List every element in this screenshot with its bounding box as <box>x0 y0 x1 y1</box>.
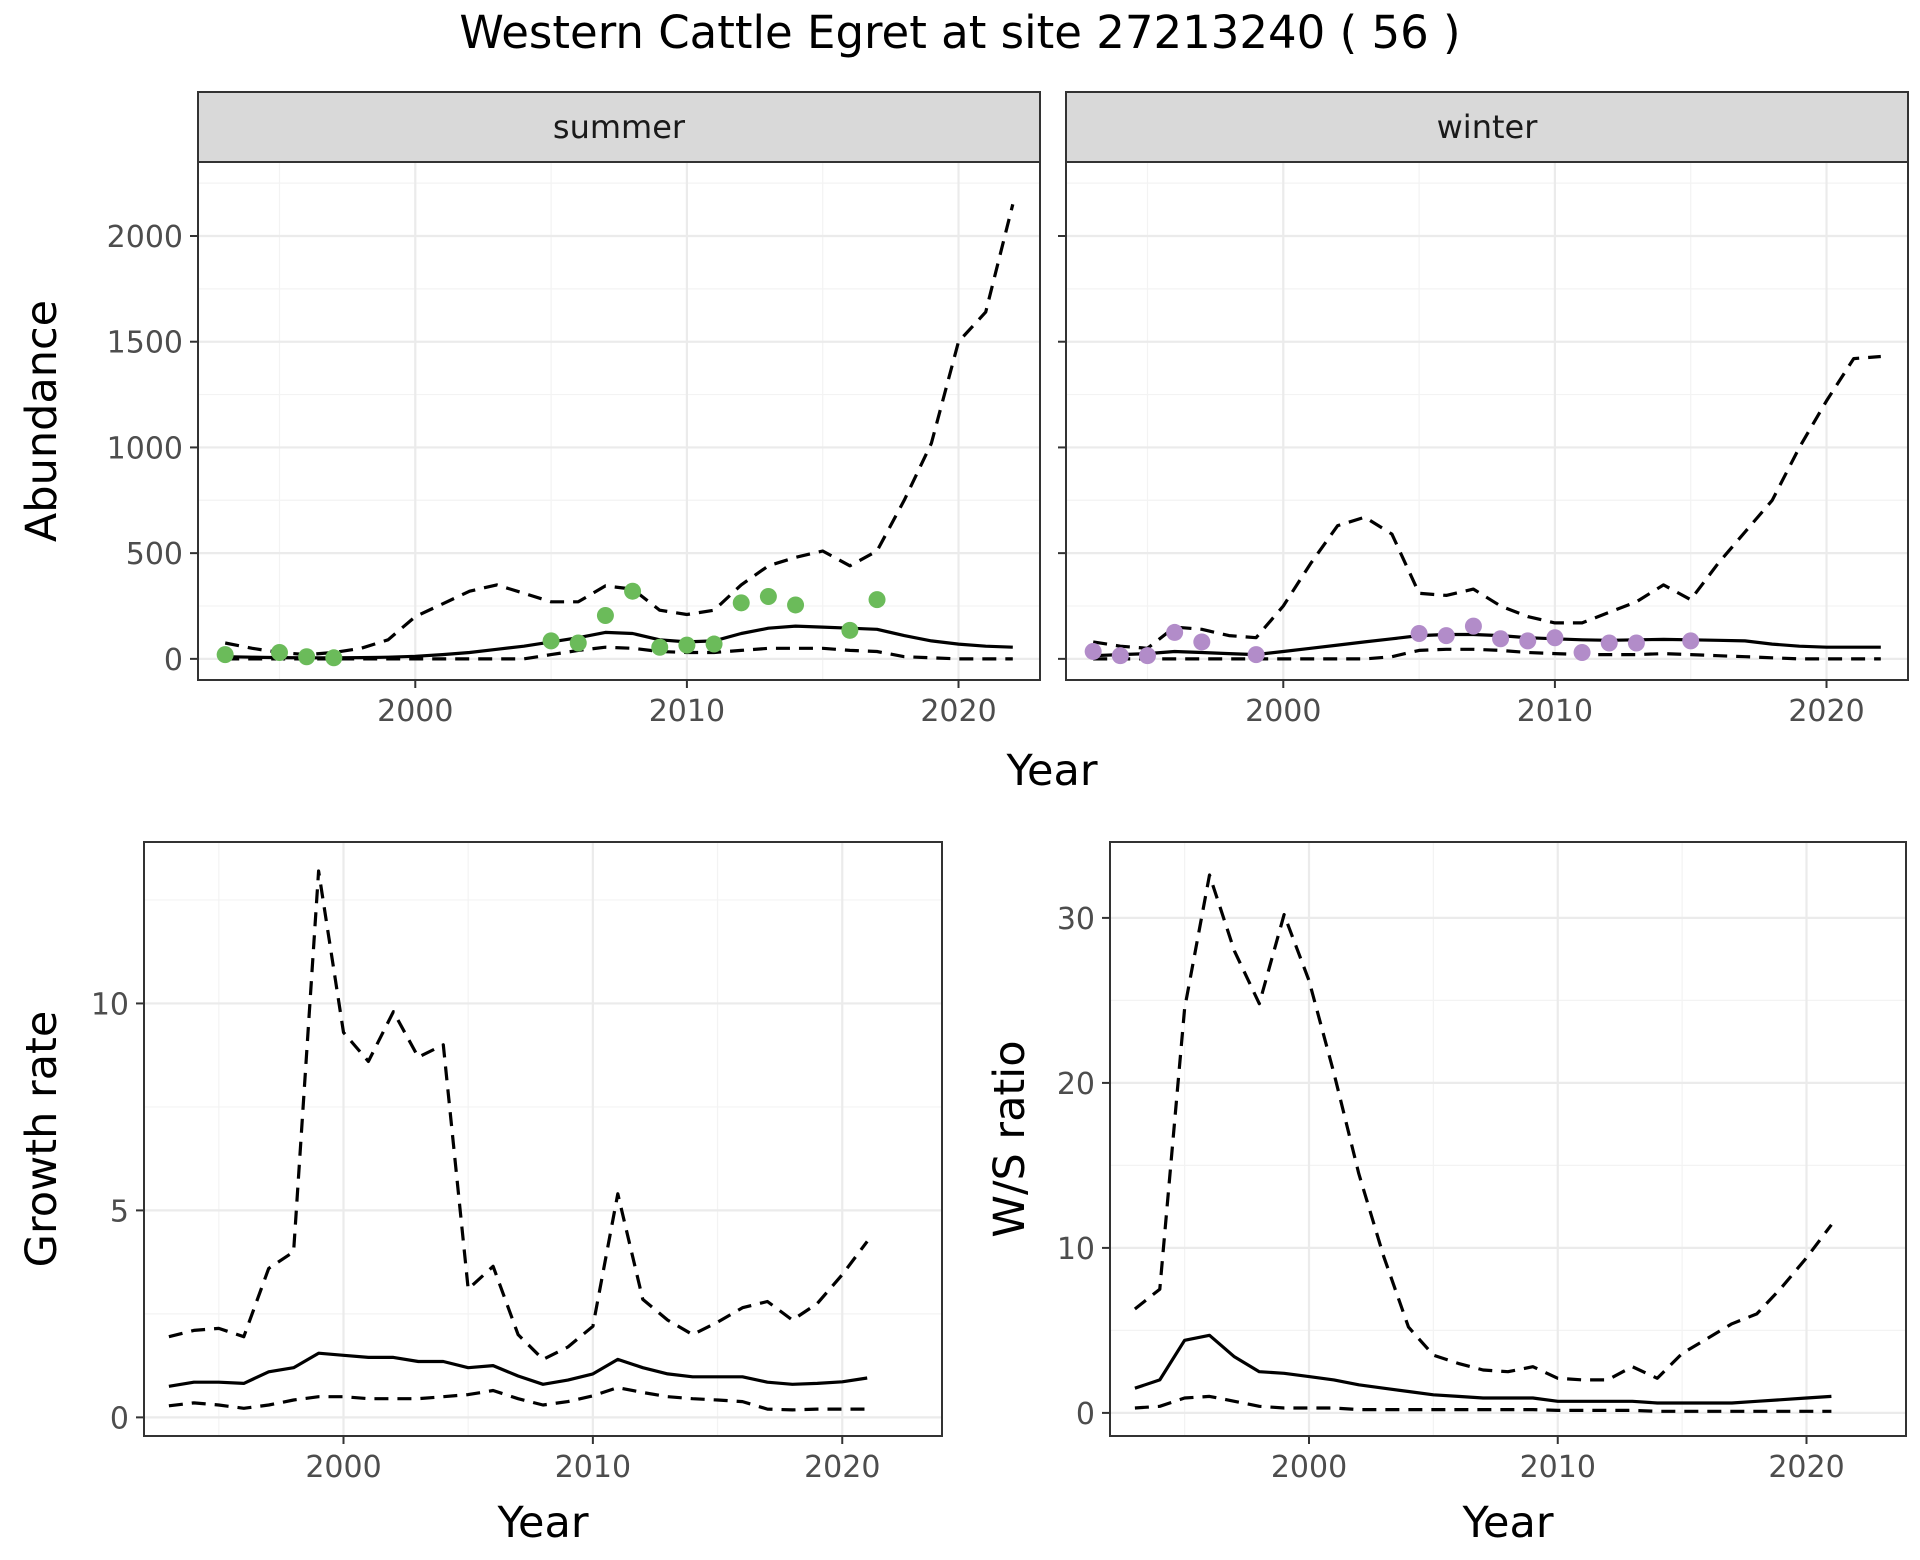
y-tick-label: 20 <box>1057 1067 1095 1102</box>
data-point <box>732 594 750 612</box>
panel-ratio: 2000 2010 2020 0 10 20 30 Year W/S ratio <box>985 841 1907 1548</box>
data-point <box>1627 634 1645 652</box>
data-point <box>1410 624 1428 642</box>
x-axis-title-abundance: Year <box>1005 746 1097 796</box>
data-point <box>841 621 859 639</box>
x-tick-label: 2010 <box>555 1450 631 1485</box>
facet-strip <box>197 91 1041 163</box>
data-point <box>705 635 723 653</box>
x-tick-label: 2010 <box>1517 694 1593 729</box>
facet-strip <box>1065 91 1909 163</box>
y-tick-label: 0 <box>164 643 183 678</box>
facet-strip-label: winter <box>1437 108 1539 146</box>
x-axis-title: Year <box>1461 1498 1553 1548</box>
y-tick-label: 0 <box>110 1401 129 1436</box>
y-tick-label: 2000 <box>107 220 183 255</box>
y-axis-title: W/S ratio <box>985 1040 1035 1237</box>
x-axis-title: Year <box>496 1498 588 1548</box>
data-point <box>868 591 886 609</box>
data-point <box>569 634 587 652</box>
data-point <box>1247 646 1265 664</box>
panel-border <box>197 161 1041 681</box>
data-point <box>596 607 614 625</box>
y-axis-title-abundance: Abundance <box>17 300 67 542</box>
data-point <box>542 632 560 650</box>
y-tick-label: 500 <box>126 537 183 572</box>
y-tick-label: 10 <box>91 987 129 1022</box>
data-point <box>1138 647 1156 665</box>
series-line-estimate <box>168 1351 868 1388</box>
series-line-lower-bound <box>1134 1394 1832 1413</box>
panel-summer: summer 2000 2010 2020 0 500 1000 1500 2000 <box>107 91 1041 729</box>
data-point <box>1682 632 1700 650</box>
data-point <box>1111 647 1129 665</box>
series-line-estimate <box>1093 632 1881 658</box>
series-line-lower-bound <box>225 645 1013 661</box>
panel-border <box>1109 841 1907 1437</box>
series-line-lower-bound <box>1093 647 1881 661</box>
y-tick-label: 10 <box>1057 1232 1095 1267</box>
x-tick-label: 2020 <box>804 1450 880 1485</box>
y-tick-label: 1500 <box>107 326 183 361</box>
data-point <box>1464 617 1482 635</box>
data-point <box>759 587 777 605</box>
x-tick-label: 2000 <box>377 694 453 729</box>
data-point <box>678 636 696 654</box>
x-tick-label: 2020 <box>1768 1450 1844 1485</box>
data-point <box>1573 644 1591 662</box>
data-point <box>1084 642 1102 660</box>
y-tick-label: 30 <box>1057 902 1095 937</box>
facet-strip-label: summer <box>553 108 686 146</box>
data-point <box>270 644 288 662</box>
series-line-upper-bound <box>168 869 869 1361</box>
x-tick-label: 2010 <box>649 694 725 729</box>
series-line-upper-bound <box>1092 354 1881 650</box>
y-tick-label: 0 <box>1076 1397 1095 1432</box>
data-point <box>1437 627 1455 645</box>
data-point <box>1546 629 1564 647</box>
panel-border <box>143 841 943 1437</box>
data-point <box>1193 633 1211 651</box>
data-point <box>651 638 669 656</box>
data-point <box>1600 634 1618 652</box>
series-line-estimate <box>225 624 1013 660</box>
panel-border <box>1065 161 1909 681</box>
panel-growth: 2000 2010 2020 0 5 10 Year Growth rate <box>17 841 943 1548</box>
y-tick-label: 1000 <box>107 431 183 466</box>
series-line-lower-bound <box>168 1386 868 1412</box>
figure-title: Western Cattle Egret at site 27213240 ( … <box>459 6 1460 59</box>
data-point <box>624 582 642 600</box>
panel-winter: winter 2000 2010 2020 <box>1058 91 1909 729</box>
x-tick-label: 2020 <box>1788 694 1864 729</box>
data-point <box>787 596 805 614</box>
series-line-upper-bound <box>224 203 1015 657</box>
x-tick-label: 2000 <box>1271 1450 1347 1485</box>
data-point <box>325 649 343 667</box>
series-line-estimate <box>1134 1333 1832 1405</box>
series-line-upper-bound <box>1133 873 1833 1382</box>
x-tick-label: 2020 <box>920 694 996 729</box>
x-tick-label: 2010 <box>1520 1450 1596 1485</box>
x-tick-label: 2000 <box>1245 694 1321 729</box>
y-axis-title: Growth rate <box>17 1011 67 1268</box>
data-point <box>216 646 234 664</box>
y-tick-label: 5 <box>110 1194 129 1229</box>
data-point <box>1166 623 1184 641</box>
x-tick-label: 2000 <box>305 1450 381 1485</box>
data-point <box>298 648 316 666</box>
data-point <box>1492 630 1510 648</box>
data-point <box>1519 632 1537 650</box>
